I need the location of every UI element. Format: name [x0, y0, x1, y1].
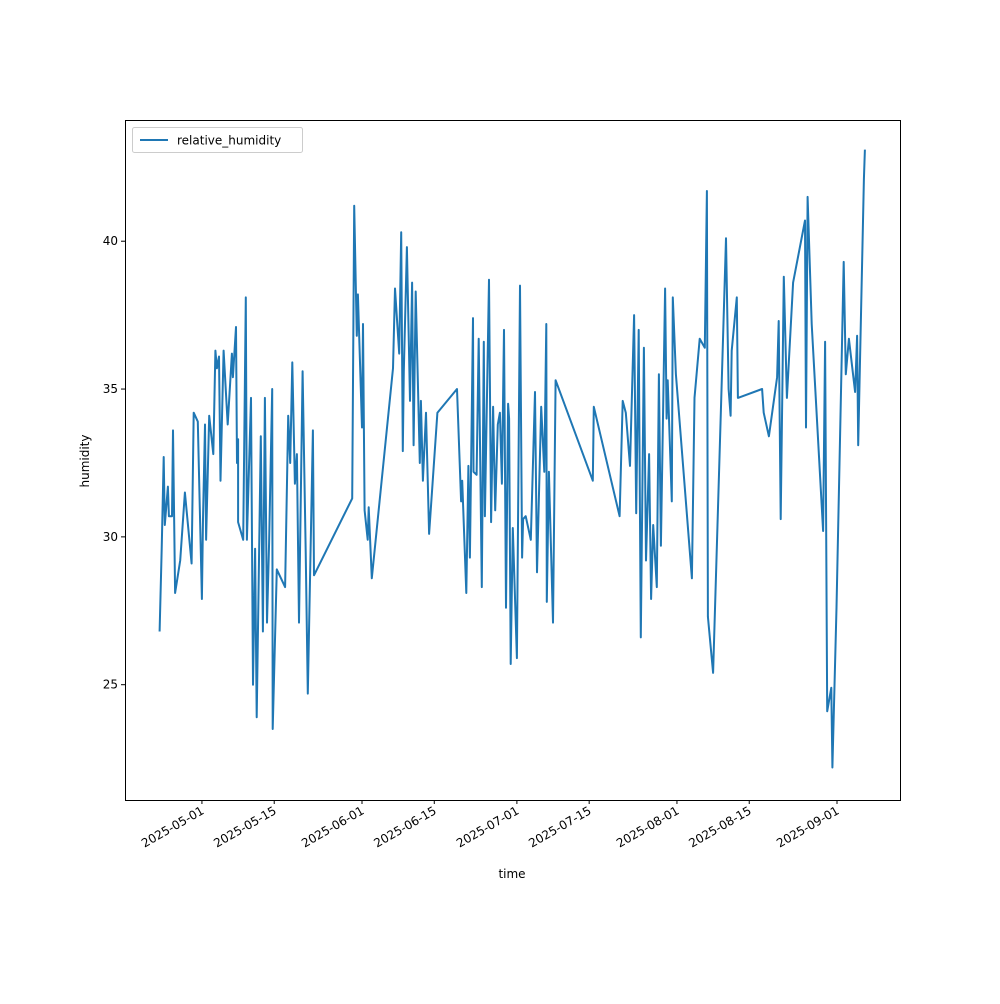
x-axis-label: time [498, 867, 525, 881]
y-tick-label: 40 [103, 234, 118, 248]
y-tick-label: 30 [103, 530, 118, 544]
plot-layer [158, 149, 866, 769]
legend-box [132, 127, 303, 153]
axes-frame [125, 120, 901, 801]
y-axis-label: humidity [78, 435, 92, 488]
legend: relative_humidity [132, 127, 303, 153]
y-tick-label: 25 [103, 678, 118, 692]
series-line-relative-humidity [158, 149, 866, 769]
y-axis-ticks: 25 30 35 40 [103, 234, 125, 692]
y-tick-label: 35 [103, 382, 118, 396]
legend-label: relative_humidity [177, 134, 281, 148]
